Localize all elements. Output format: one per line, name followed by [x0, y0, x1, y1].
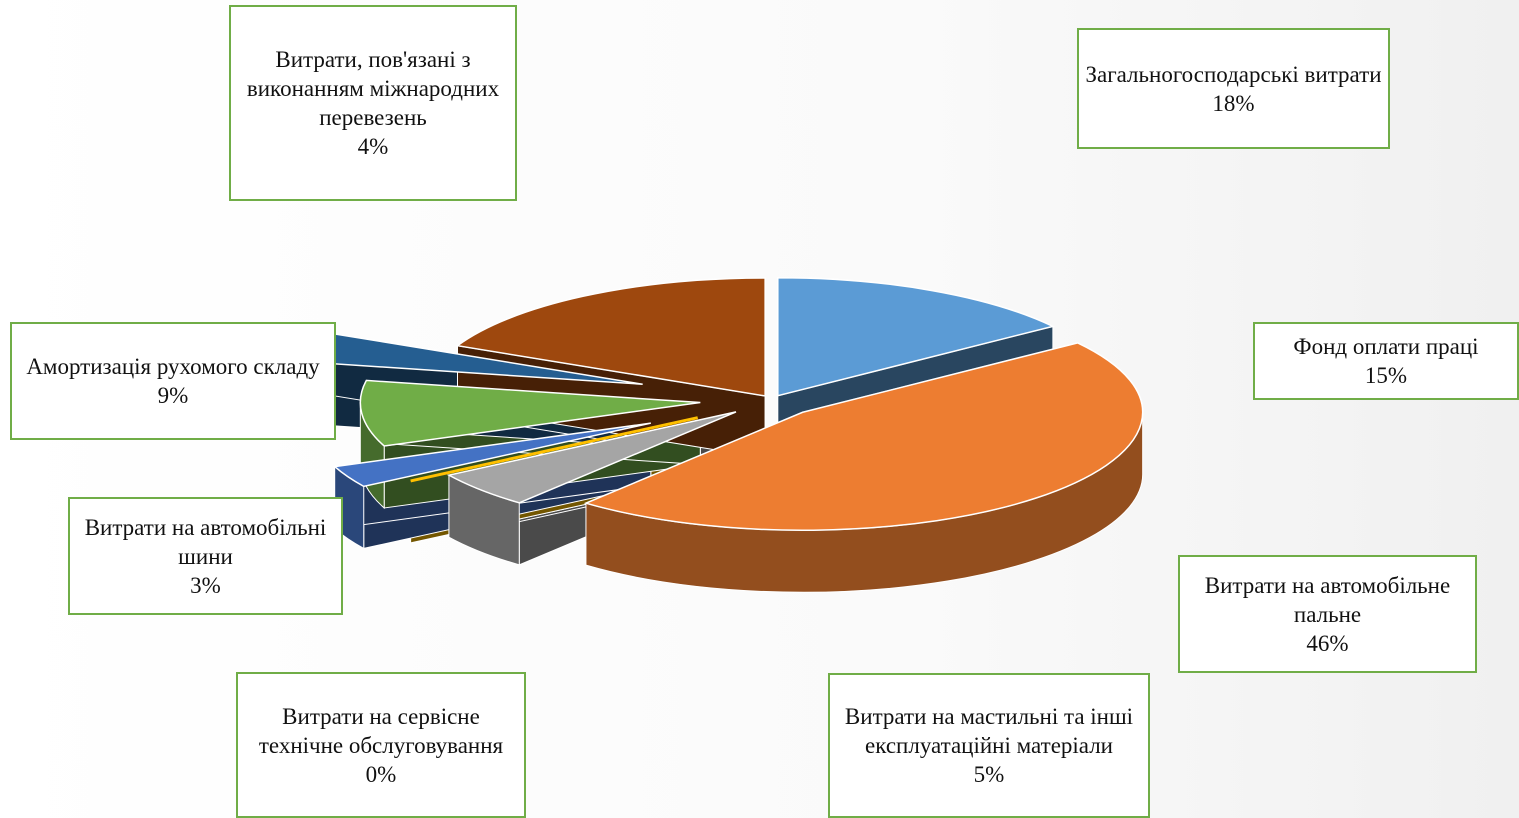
category-label: Витрати, пов'язані з виконанням міжнарод…: [246, 47, 500, 130]
data-label-box: Витрати на автомобільне пальне 46%: [1178, 555, 1477, 673]
data-label-box: Витрати на сервісне технічне обслуговува…: [236, 672, 526, 818]
slice: [446, 411, 737, 504]
data-label-box: Загальногосподарські витрати 18%: [1077, 28, 1390, 149]
slice: [583, 342, 1144, 531]
category-label: Амортизація рухомого складу: [26, 354, 320, 379]
category-label: Витрати на автомобільні шини: [84, 514, 327, 569]
slice: [410, 416, 699, 483]
slice: [332, 422, 651, 488]
category-label: Витрати на автомобільне пальне: [1204, 572, 1451, 627]
category-label: Витрати на мастильні та інші експлуатаці…: [844, 704, 1134, 758]
category-label: Витрати на сервісне технічне обслуговува…: [258, 703, 504, 758]
value-label: 18%: [1212, 90, 1255, 116]
category-label: Загальногосподарські витрати: [1085, 61, 1382, 87]
data-label-box: Фонд оплати праці 15%: [1253, 322, 1519, 400]
data-label-box: Амортизація рухомого складу 9%: [10, 322, 336, 440]
value-label: 5%: [973, 762, 1005, 787]
slice: [359, 379, 701, 447]
data-label-box: Витрати, пов'язані з виконанням міжнарод…: [229, 5, 517, 201]
data-label-box: Витрати на автомобільні шини 3%: [68, 497, 343, 615]
slice: [455, 277, 766, 397]
value-label: 46%: [1306, 630, 1349, 656]
slice: [777, 276, 1056, 397]
value-label: 0%: [365, 761, 397, 787]
value-label: 15%: [1364, 363, 1408, 388]
data-label-box: Витрати на мастильні та інші експлуатаці…: [828, 673, 1150, 818]
value-label: 3%: [190, 572, 221, 598]
category-label: Фонд оплати праці: [1293, 334, 1479, 359]
value-label: 9%: [157, 383, 189, 408]
value-label: 4%: [357, 134, 389, 159]
